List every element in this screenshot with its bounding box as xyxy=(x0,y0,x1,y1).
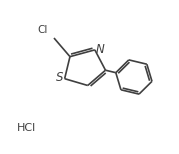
Text: Cl: Cl xyxy=(37,24,48,34)
Text: HCl: HCl xyxy=(17,123,36,133)
Text: S: S xyxy=(56,71,63,84)
Text: N: N xyxy=(95,43,104,56)
